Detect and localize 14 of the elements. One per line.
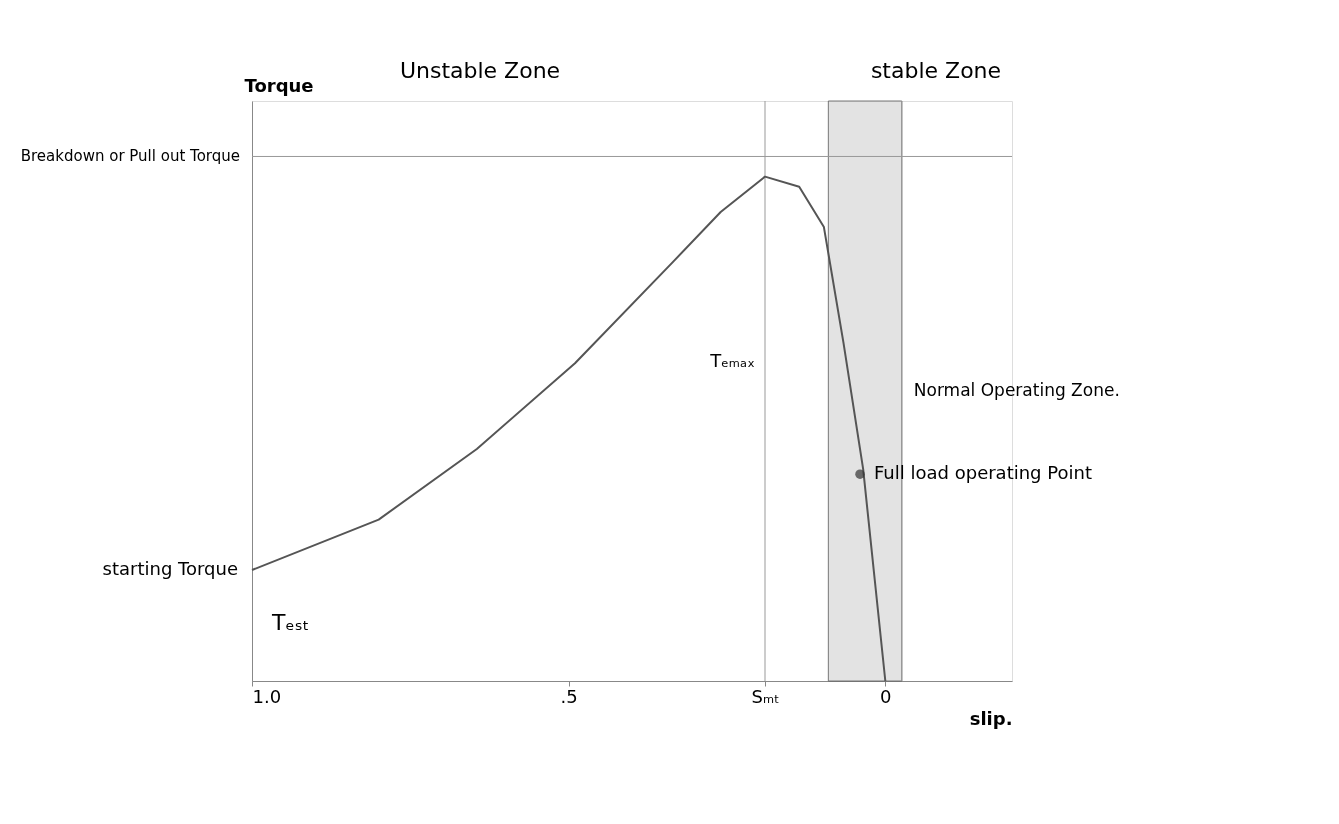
text: Unstable Zone (399, 58, 561, 83)
annotation: Full load operating Point (874, 462, 1092, 484)
band-label: Normal Operating Zone. (913, 380, 1120, 400)
x-tick-label: 0 (880, 685, 892, 707)
ref-line-label: Tₑₘₐₓ (709, 350, 755, 371)
x-tick-label: .5 (560, 685, 578, 707)
y-axis-title: Torque (244, 74, 314, 96)
text: stable Zone (870, 58, 1002, 83)
annotation: Tₑₛₜ (271, 610, 310, 635)
ref-line-label: Breakdown or Pull out Torque (20, 147, 240, 166)
annotation: starting Torque (102, 558, 238, 580)
x-axis-title: slip. (969, 707, 1013, 729)
x-tick-label: Sₘₜ (751, 685, 780, 707)
x-tick-label: 1.0 (252, 685, 282, 707)
